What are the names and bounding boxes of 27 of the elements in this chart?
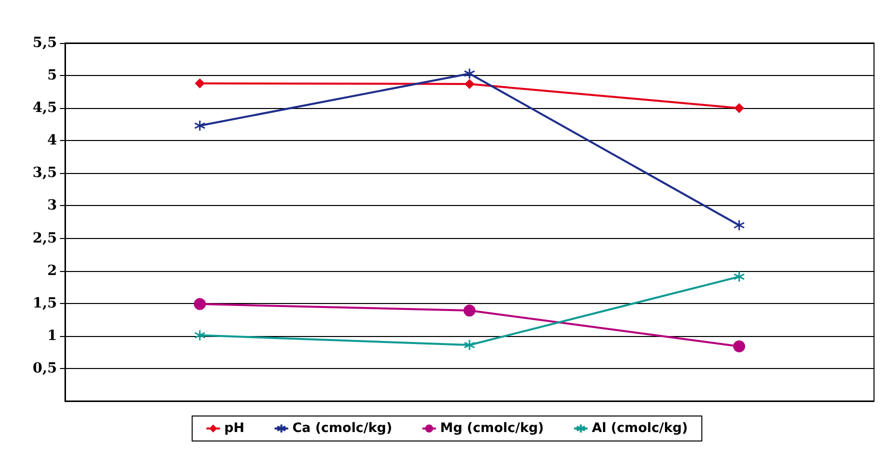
y-tick-label: 1 — [47, 328, 57, 344]
y-tick-label: 2 — [47, 262, 57, 279]
point — [733, 270, 745, 282]
y-tick-label: 1,5 — [32, 295, 57, 312]
y-tick-label: 4 — [47, 132, 58, 149]
y-tick-label: 3 — [47, 198, 57, 214]
point — [194, 78, 205, 88]
point — [194, 330, 206, 342]
point — [733, 340, 746, 352]
y-tick-label: 5 — [47, 68, 57, 84]
legend-label: pH — [224, 421, 244, 436]
y-tick-label: 4,5 — [32, 100, 57, 116]
legend-label: Mg (cmolc/kg) — [440, 421, 544, 436]
point — [464, 68, 476, 80]
y-tick-label: 2,5 — [32, 230, 57, 246]
point — [464, 339, 476, 351]
point — [194, 298, 206, 310]
y-tick-label: 5,5 — [32, 35, 57, 51]
point — [194, 120, 206, 132]
point — [733, 220, 745, 232]
point — [464, 304, 476, 317]
y-tick-label: 0,5 — [32, 360, 57, 376]
legend-label: Ca (cmolc/kg) — [292, 421, 392, 436]
y-tick-label: 3,5 — [32, 165, 57, 182]
legend-label: Al (cmolc/kg) — [592, 421, 688, 436]
point — [464, 79, 474, 90]
point — [734, 103, 744, 114]
